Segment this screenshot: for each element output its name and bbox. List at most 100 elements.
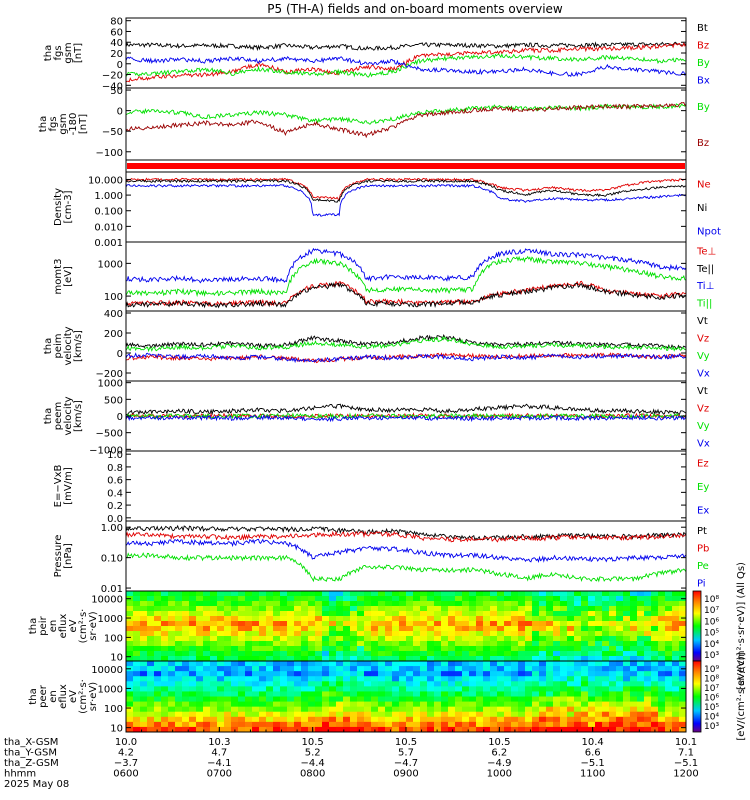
spectrogram-cell: [308, 701, 316, 708]
spectrogram-cell: [497, 656, 505, 661]
spectrogram-cell: [616, 676, 624, 682]
spectrogram-cell: [245, 621, 253, 627]
spectrogram-cell: [525, 596, 533, 602]
spectrogram-cell: [238, 606, 246, 612]
spectrogram-cell: [651, 621, 659, 627]
spectrogram-cell: [371, 721, 379, 728]
y-tick-label: 0: [117, 412, 123, 423]
spectrogram-cell: [672, 611, 680, 617]
spectrogram-cell: [126, 631, 134, 637]
spectrogram-cell: [658, 726, 666, 732]
spectrogram-cell: [406, 696, 414, 703]
spectrogram-cell: [441, 676, 449, 682]
spectrogram-cell: [602, 596, 610, 602]
spectrogram-cell: [588, 616, 596, 622]
spectrogram-cell: [287, 591, 295, 597]
spectrogram-cell: [553, 721, 561, 728]
spectrogram-cell: [672, 656, 680, 661]
spectrogram-cell: [161, 611, 169, 617]
spectrogram-cell: [588, 716, 596, 723]
spectrogram-cell: [525, 656, 533, 661]
spectrogram-cell: [266, 601, 274, 607]
spectrogram-cell: [679, 676, 686, 682]
spectrogram-cell: [574, 676, 582, 682]
series-Vt-line: [125, 333, 687, 350]
spectrogram-cell: [672, 726, 680, 732]
spectrogram-cell: [308, 646, 316, 652]
spectrogram-cell: [602, 611, 610, 617]
spectrogram-cell: [133, 601, 141, 607]
spectrogram-cell: [322, 661, 330, 667]
spectrogram-cell: [126, 696, 134, 703]
spectrogram-cell: [392, 596, 400, 602]
spectrogram-cell: [546, 616, 554, 622]
spectrogram-cell: [511, 591, 519, 597]
x-tick-label-y: 6.2: [491, 748, 507, 759]
spectrogram-cell: [525, 696, 533, 703]
series-lines: [125, 177, 687, 217]
spectrogram-cell: [161, 651, 169, 657]
spectrogram-cell: [140, 671, 148, 677]
spectrogram-cell: [455, 656, 463, 661]
spectrogram-cell: [364, 646, 372, 652]
spectrogram-cell: [469, 601, 477, 607]
spectrogram-cell: [203, 641, 211, 647]
spectrogram-cell: [350, 661, 358, 667]
spectrogram-cell: [525, 611, 533, 617]
series-Bx-line: [125, 56, 687, 78]
spectrogram-cell: [609, 596, 617, 602]
spectrogram-cell: [532, 646, 540, 652]
spectrogram-cell: [665, 726, 673, 732]
series-Vx-line: [125, 352, 687, 364]
spectrogram-cell: [287, 611, 295, 617]
spectrogram-cell: [371, 726, 379, 732]
spectrogram-cell: [406, 606, 414, 612]
spectrogram-cell: [182, 636, 190, 642]
colorbar-tick-label: 10⁴: [704, 640, 719, 650]
spectrogram-cell: [637, 656, 645, 661]
spectrogram-cell: [196, 631, 204, 637]
spectrogram-cell: [182, 696, 190, 703]
spectrogram-cell: [476, 676, 484, 682]
spectrogram-cell: [455, 701, 463, 708]
spectrogram-cell: [644, 671, 652, 677]
spectrogram-cell: [175, 666, 183, 672]
spectrogram-cell: [231, 606, 239, 612]
x-tick-label-t: 1200: [673, 769, 698, 780]
spectrogram-cell: [301, 641, 309, 647]
spectrogram-cell: [273, 601, 281, 607]
spectrogram-cell: [350, 701, 358, 708]
spectrogram-cell: [182, 606, 190, 612]
spectrogram-cell: [259, 631, 267, 637]
spectrogram-cell: [462, 706, 470, 713]
spectrogram-cell: [308, 631, 316, 637]
spectrogram-cell: [168, 716, 176, 723]
spectrogram-cell: [126, 681, 134, 687]
y-axis-label: fgs: [48, 116, 59, 131]
spectrogram-cell: [322, 701, 330, 708]
spectrogram-cell: [560, 616, 568, 622]
spectrogram-cell: [609, 646, 617, 652]
spectrogram-cell: [553, 646, 561, 652]
spectrogram-cell: [133, 661, 141, 667]
spectrogram-cell: [231, 641, 239, 647]
spectrogram-cell: [245, 591, 253, 597]
spectrogram-cell: [329, 661, 337, 667]
spectrogram-cell: [175, 631, 183, 637]
spectrogram-cell: [182, 676, 190, 682]
spectrogram-cell: [322, 626, 330, 632]
spectrogram-cell: [462, 686, 470, 693]
spectrogram-cell: [616, 616, 624, 622]
spectrogram-cell: [252, 661, 260, 667]
spectrogram-cell: [462, 626, 470, 632]
spectrogram-cell: [196, 616, 204, 622]
spectrogram-cell: [210, 661, 218, 667]
spectrogram-cell: [490, 726, 498, 732]
spectrogram-cell: [252, 711, 260, 718]
spectrogram-cell: [175, 606, 183, 612]
spectrogram-cell: [658, 631, 666, 637]
spectrogram-cell: [259, 626, 267, 632]
spectrogram-cell: [259, 671, 267, 677]
spectrogram-cell: [245, 651, 253, 657]
